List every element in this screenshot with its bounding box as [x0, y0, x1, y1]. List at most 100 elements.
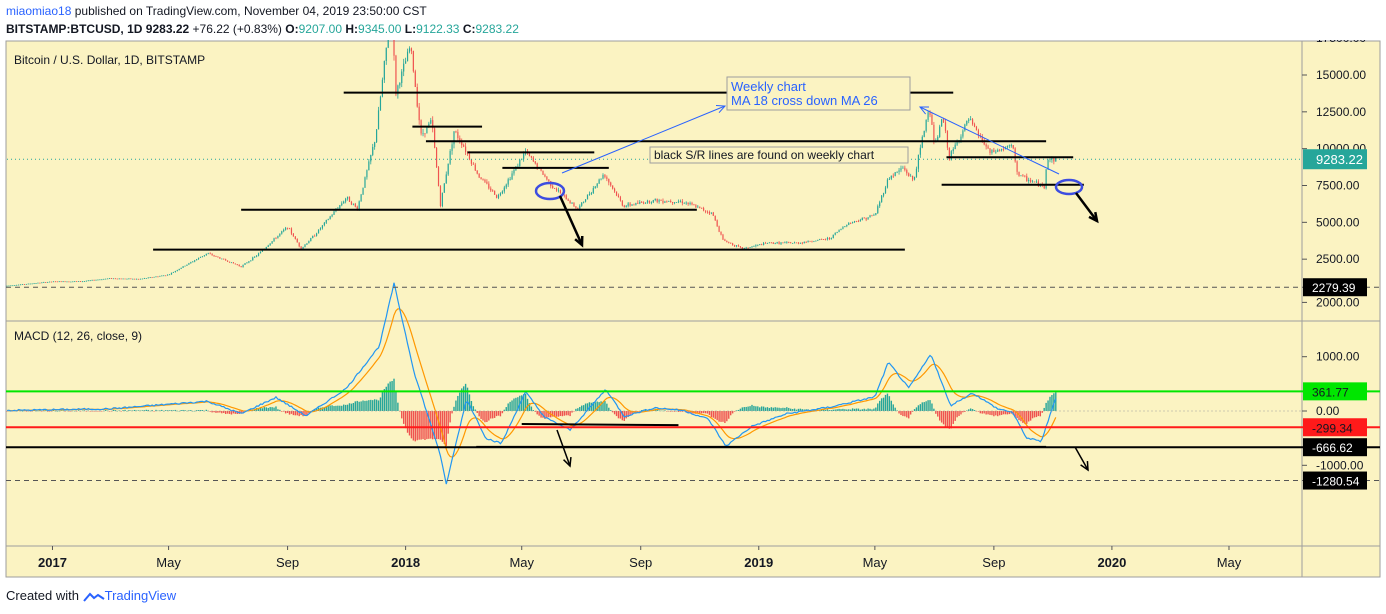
histogram-bar — [592, 402, 595, 411]
candle-body — [374, 142, 376, 148]
callout-arrow[interactable] — [919, 106, 1060, 175]
histogram-bar — [1035, 411, 1038, 418]
histogram-bar — [159, 410, 161, 411]
candle-body — [1051, 157, 1053, 160]
candle-body — [267, 245, 269, 247]
histogram-bar — [484, 411, 486, 423]
macd-down-arrow[interactable] — [556, 429, 571, 467]
macd-down-arrow[interactable] — [1074, 446, 1089, 471]
macd-down-arrow-head[interactable] — [563, 456, 572, 468]
author-link[interactable]: miaomiao18 — [6, 4, 72, 18]
down-arrow-head[interactable] — [1088, 211, 1099, 224]
histogram-bar — [389, 381, 391, 411]
candle-body — [434, 128, 436, 148]
candle-body — [569, 200, 571, 204]
histogram-bar — [315, 408, 318, 411]
candle-body — [995, 151, 997, 153]
candle-body — [105, 278, 107, 280]
close-label: C: — [462, 22, 476, 36]
histogram-bar — [1004, 411, 1007, 415]
candle-body — [497, 195, 500, 198]
candle-body — [211, 253, 213, 256]
candle-body — [693, 204, 695, 206]
histogram-bar — [271, 407, 273, 411]
histogram-bar — [548, 411, 550, 418]
candle-body — [612, 185, 614, 189]
cross-circle[interactable] — [1054, 178, 1084, 196]
histogram-bar — [836, 409, 838, 411]
histogram-bar — [637, 411, 639, 412]
candle-body — [608, 178, 610, 183]
candle-body — [19, 284, 22, 286]
sr-note-box[interactable] — [649, 146, 909, 164]
candle-body — [658, 200, 660, 202]
candle-body — [809, 240, 811, 242]
candle-body — [31, 283, 33, 285]
histogram-bar — [470, 400, 473, 411]
candle-body — [341, 203, 343, 206]
histogram-bar — [561, 411, 564, 417]
histogram-bar — [969, 408, 972, 411]
histogram-bar — [875, 407, 877, 411]
candle-body — [68, 281, 70, 283]
histogram-bar — [708, 411, 711, 415]
candle-body — [704, 210, 707, 212]
histogram-bar — [590, 402, 593, 411]
down-arrow-head[interactable] — [574, 235, 584, 248]
candle-body — [733, 245, 736, 247]
histogram-bar — [422, 411, 424, 440]
callout-arrow[interactable] — [561, 105, 726, 174]
histogram-bar — [977, 411, 980, 412]
weekly-note-box[interactable] — [726, 76, 911, 111]
macd-down-arrow-head[interactable] — [1080, 460, 1089, 472]
chart-canvas[interactable]: Bitcoin / U.S. Dollar, 1D, BITSTAMP MACD … — [0, 40, 1386, 580]
histogram-bar — [904, 411, 906, 417]
down-arrow[interactable] — [558, 195, 584, 246]
candle-body — [890, 175, 892, 179]
histogram-bar — [437, 411, 440, 440]
cross-circle[interactable] — [534, 181, 566, 201]
histogram-bar — [511, 400, 513, 411]
candle-body — [316, 233, 318, 236]
histogram-bar — [919, 404, 922, 411]
histogram-bar — [451, 411, 453, 414]
down-arrow[interactable] — [1075, 192, 1098, 222]
price-pane-title: Bitcoin / U.S. Dollar, 1D, BITSTAMP — [14, 53, 205, 67]
histogram-bar — [627, 411, 629, 418]
tradingview-logo-icon — [82, 592, 105, 602]
histogram-bar — [826, 409, 829, 411]
candle-body — [64, 281, 66, 283]
candle-body — [544, 174, 546, 177]
candle-body — [573, 202, 575, 207]
histogram-bar — [261, 408, 264, 411]
histogram-bar — [724, 411, 726, 424]
candle-body — [1045, 169, 1047, 189]
candle-body — [101, 279, 103, 281]
macd-trend-line[interactable] — [521, 423, 679, 427]
histogram-bar — [120, 411, 122, 412]
callout-arrow-head[interactable] — [715, 104, 727, 114]
histogram-bar — [1002, 411, 1005, 415]
histogram-bar — [526, 398, 529, 411]
candle-body — [904, 167, 906, 171]
candle-body — [346, 196, 349, 199]
close-value: 9283.22 — [475, 22, 519, 36]
candle-body — [648, 200, 651, 203]
tradingview-link[interactable]: TradingView — [104, 588, 177, 603]
time-tick-label: May — [863, 555, 888, 570]
candle-body — [646, 200, 649, 203]
candle-body — [639, 201, 641, 204]
candle-body — [687, 202, 689, 205]
candle-body — [797, 242, 800, 244]
callout-arrow-head[interactable] — [918, 106, 930, 115]
histogram-bar — [673, 411, 676, 412]
histogram-bar — [360, 401, 362, 411]
candle-body — [474, 164, 476, 171]
candle-body — [971, 119, 974, 125]
histogram-bar — [869, 408, 871, 411]
candle-body — [246, 262, 248, 264]
candle-body — [757, 244, 759, 246]
histogram-bar — [602, 401, 604, 411]
candle-body — [468, 153, 471, 160]
candle-body — [294, 236, 296, 239]
